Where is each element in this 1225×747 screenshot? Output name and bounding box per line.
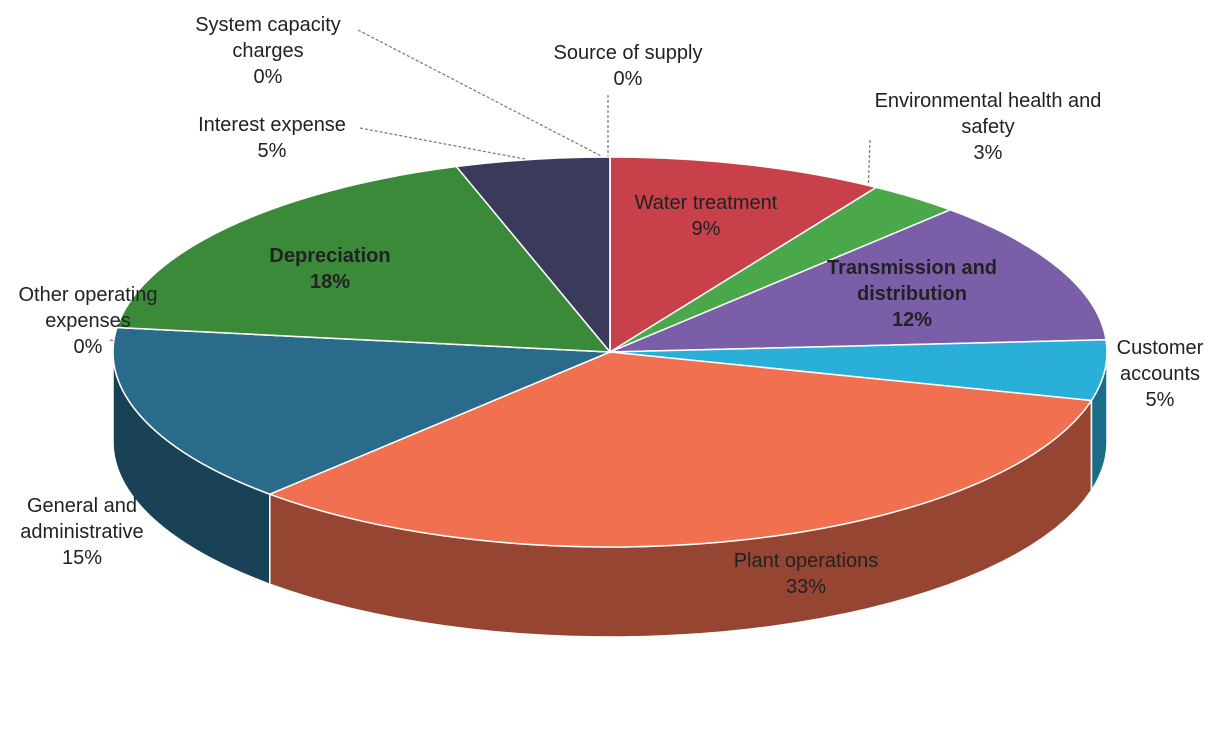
pie-slice <box>609 156 879 354</box>
slice-label: System capacity charges 0% <box>168 12 368 90</box>
category-name: Other operating expenses <box>18 284 158 332</box>
value-label: 0% <box>613 68 643 90</box>
slice-label: Depreciation 18% <box>240 243 420 295</box>
value-label: 0% <box>253 66 283 88</box>
pie-slice <box>112 326 611 495</box>
slice-label: General and administrative 15% <box>2 493 162 571</box>
value-label: 33% <box>785 576 827 598</box>
slice-label: Water treatment 9% <box>606 190 806 242</box>
category-name: Transmission and distribution <box>826 257 998 305</box>
category-name: Water treatment <box>634 192 778 214</box>
slice-label: Plant operations 33% <box>696 548 916 600</box>
value-label: 9% <box>691 218 721 240</box>
value-label: 15% <box>61 547 103 569</box>
slice-label: Transmission and distribution 12% <box>802 255 1022 333</box>
slice-label: Environmental health and safety 3% <box>868 88 1108 166</box>
category-name: Interest expense <box>198 114 346 136</box>
category-name: Source of supply <box>553 42 703 64</box>
value-label: 18% <box>309 271 351 293</box>
pie-slice <box>115 165 612 353</box>
slice-label: Customer accounts 5% <box>1095 335 1225 413</box>
slice-label: Source of supply 0% <box>518 40 738 92</box>
pie-slice <box>609 338 1108 402</box>
value-label: 3% <box>973 142 1003 164</box>
pie-tops <box>112 156 1108 548</box>
pie-slice <box>267 351 1093 548</box>
category-name: System capacity charges <box>195 14 341 62</box>
value-label: 5% <box>1145 389 1175 411</box>
leader-line <box>359 127 531 161</box>
value-label: 12% <box>891 309 933 331</box>
category-name: General and administrative <box>20 495 144 543</box>
value-label: 5% <box>257 140 287 162</box>
value-label: 0% <box>73 336 103 358</box>
category-name: Depreciation <box>269 245 391 267</box>
slice-label: Interest expense 5% <box>162 112 382 164</box>
pie-slice <box>454 156 611 355</box>
category-name: Plant operations <box>733 550 879 572</box>
slice-label: Other operating expenses 0% <box>0 282 183 360</box>
pie-slice <box>609 209 1107 353</box>
leader-line <box>357 29 606 159</box>
category-name: Customer accounts <box>1116 337 1204 385</box>
category-name: Environmental health and safety <box>874 90 1102 138</box>
